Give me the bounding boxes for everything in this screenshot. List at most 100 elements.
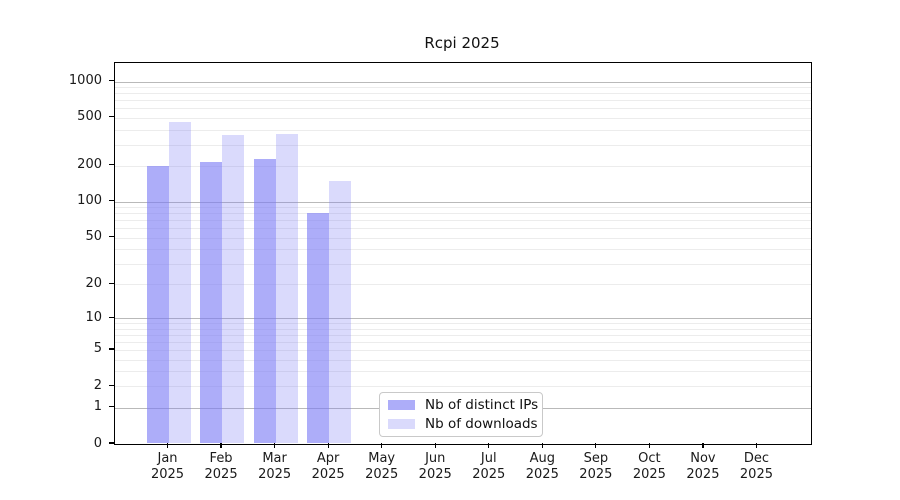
bar-downloads-mar — [275, 133, 298, 443]
x-tick-month: May — [368, 451, 396, 466]
x-tick-label-aug: Aug 2025 — [500, 451, 584, 482]
gridline-major-100 — [115, 201, 811, 204]
legend-swatch-downloads — [388, 418, 415, 429]
gridline-minor-5 — [115, 349, 811, 351]
y-tick-mark-1000 — [109, 79, 114, 82]
y-tick-mark-2 — [109, 384, 114, 386]
x-tick-label-feb: Feb 2025 — [179, 451, 263, 482]
y-tick-mark-50 — [109, 236, 114, 238]
gridline-minor-80 — [115, 213, 811, 215]
x-tick-mark-nov — [702, 443, 704, 448]
y-tick-label-1000: 1000 — [68, 73, 102, 89]
x-tick-label-jul: Jul 2025 — [447, 451, 531, 482]
x-tick-mark-jul — [488, 443, 490, 448]
y-tick-mark-20 — [109, 282, 114, 284]
y-tick-mark-500 — [109, 116, 114, 118]
y-tick-label-10: 10 — [85, 309, 102, 325]
x-tick-mark-may — [381, 443, 383, 448]
x-tick-year: 2025 — [739, 466, 773, 482]
gridline-minor-8 — [115, 328, 811, 330]
legend-swatch-distinct-ips — [388, 400, 415, 411]
gridline-minor-6 — [115, 341, 811, 343]
gridline-major-1000 — [115, 81, 811, 83]
x-tick-label-apr: Apr 2025 — [286, 451, 370, 482]
y-tick-mark-5 — [109, 348, 114, 350]
x-tick-mark-jan — [166, 443, 169, 448]
x-tick-mark-feb — [220, 443, 222, 448]
chart-title: Rcpi 2025 — [424, 34, 500, 52]
legend: Nb of distinct IPs Nb of downloads — [379, 392, 543, 437]
gridline-minor-500 — [115, 117, 811, 119]
x-tick-mark-sep — [595, 443, 597, 448]
x-tick-mark-jun — [434, 443, 436, 448]
legend-item-distinct-ips: Nb of distinct IPs — [388, 397, 538, 413]
x-tick-month: Jul — [480, 451, 497, 466]
x-tick-month: Mar — [262, 451, 287, 466]
x-tick-year: 2025 — [150, 466, 185, 482]
legend-item-downloads: Nb of downloads — [388, 416, 538, 432]
gridline-minor-50 — [115, 237, 811, 239]
x-tick-label-mar: Mar 2025 — [233, 451, 317, 482]
bar-distinct-ips-apr — [307, 212, 330, 443]
bar-distinct-ips-mar — [253, 158, 276, 443]
x-tick-month: Aug — [529, 451, 555, 466]
y-tick-mark-100 — [109, 200, 114, 202]
gridline-minor-400 — [115, 129, 811, 131]
gridline-minor-700 — [115, 100, 811, 102]
legend-label-distinct-ips: Nb of distinct IPs — [425, 397, 539, 414]
x-tick-year: 2025 — [472, 466, 506, 482]
y-tick-label-1: 1 — [93, 399, 102, 415]
x-tick-year: 2025 — [365, 466, 399, 482]
x-tick-label-oct: Oct 2025 — [607, 451, 691, 482]
x-tick-mark-oct — [648, 443, 650, 448]
y-tick-label-200: 200 — [77, 157, 102, 173]
y-tick-mark-10 — [109, 316, 114, 318]
gridline-minor-3 — [115, 371, 811, 373]
gridline-major-10 — [115, 318, 811, 320]
x-tick-year: 2025 — [579, 466, 613, 482]
x-tick-month: Apr — [316, 451, 340, 466]
gridline-minor-4 — [115, 359, 811, 361]
x-tick-label-dec: Dec 2025 — [714, 451, 798, 482]
bar-downloads-jan — [168, 122, 191, 443]
gridline-minor-20 — [115, 284, 811, 286]
y-tick-label-100: 100 — [77, 193, 102, 209]
x-tick-year: 2025 — [418, 466, 452, 482]
gridline-minor-200 — [115, 165, 811, 167]
x-tick-label-jan: Jan 2025 — [126, 451, 210, 482]
gridline-minor-2 — [115, 386, 811, 388]
y-tick-mark-1 — [109, 406, 114, 408]
gridline-minor-300 — [115, 144, 811, 146]
x-tick-mark-mar — [274, 443, 276, 448]
gridline-minor-40 — [115, 249, 811, 251]
x-tick-month: Feb — [209, 451, 233, 466]
y-tick-label-0: 0 — [93, 435, 102, 451]
x-tick-year: 2025 — [204, 466, 238, 482]
gridline-minor-7 — [115, 334, 811, 336]
plot-area — [114, 62, 812, 445]
y-tick-label-2: 2 — [93, 377, 102, 393]
y-tick-mark-200 — [109, 164, 114, 166]
x-tick-year: 2025 — [311, 466, 345, 482]
y-tick-mark-0 — [109, 442, 114, 444]
x-tick-year: 2025 — [258, 466, 292, 482]
gridline-minor-800 — [115, 93, 811, 95]
x-tick-label-may: May 2025 — [340, 451, 424, 482]
x-tick-label-jun: Jun 2025 — [393, 451, 477, 482]
bar-distinct-ips-jan — [146, 165, 169, 443]
y-tick-label-500: 500 — [77, 109, 102, 125]
x-tick-mark-aug — [541, 443, 543, 448]
x-tick-year: 2025 — [686, 466, 720, 482]
x-tick-mark-apr — [327, 443, 329, 448]
x-tick-year: 2025 — [525, 466, 559, 482]
x-tick-month: Dec — [743, 451, 770, 466]
gridline-minor-30 — [115, 263, 811, 265]
bar-distinct-ips-feb — [200, 161, 223, 443]
x-tick-month: Jan — [157, 451, 178, 466]
gridline-minor-900 — [115, 87, 811, 89]
x-tick-month: Nov — [690, 451, 716, 466]
x-tick-year: 2025 — [632, 466, 666, 482]
y-tick-label-5: 5 — [93, 341, 102, 357]
x-tick-month: Sep — [583, 451, 609, 466]
